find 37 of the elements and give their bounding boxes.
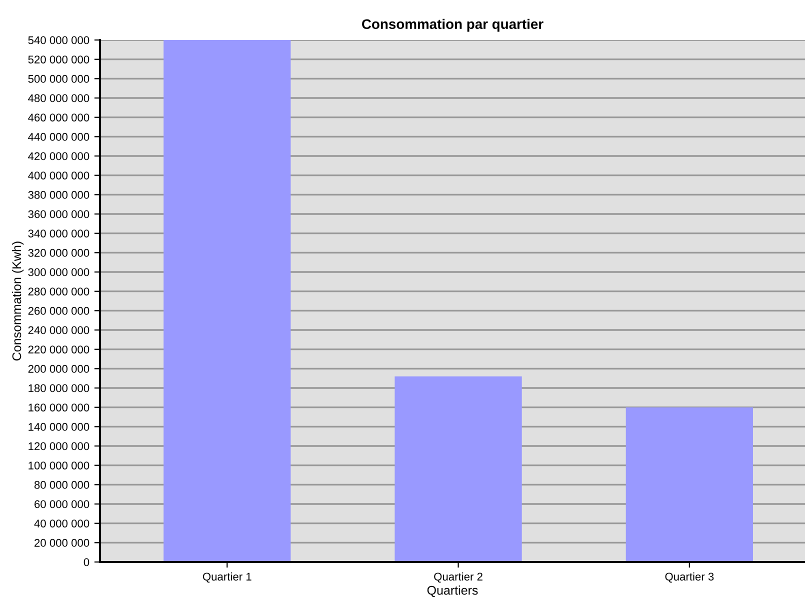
y-tick-label: 60 000 000 <box>34 500 90 508</box>
y-tick-label: 20 000 000 <box>34 538 90 547</box>
chart-title: Consommation par quartier <box>362 18 544 32</box>
bar <box>164 40 291 562</box>
y-tick-label: 480 000 000 <box>28 94 90 102</box>
bar <box>394 376 522 562</box>
y-tick-label: 380 000 000 <box>28 190 90 199</box>
y-tick-label: 120 000 000 <box>28 442 90 450</box>
y-tick-label: 240 000 000 <box>28 326 90 334</box>
y-tick-label: 140 000 000 <box>28 422 90 431</box>
y-tick-label: 100 000 000 <box>28 462 90 470</box>
y-tick-label: 360 000 000 <box>28 210 90 218</box>
bar <box>626 407 753 562</box>
y-tick-label: 320 000 000 <box>28 248 90 257</box>
y-tick-label: 420 000 000 <box>28 152 90 160</box>
y-tick-label: 440 000 000 <box>28 132 90 141</box>
y-tick-label: 260 000 000 <box>28 306 90 315</box>
y-tick-label: 400 000 000 <box>28 172 90 180</box>
y-tick-label: 200 000 000 <box>28 364 90 373</box>
y-tick-label: 40 000 000 <box>34 520 90 528</box>
y-tick-label: 220 000 000 <box>28 346 90 354</box>
x-tick-label: Quartier 3 <box>665 572 714 583</box>
y-axis-title: Consommation (Kwh) <box>12 242 24 360</box>
x-tick-label: Quartier 1 <box>202 572 252 583</box>
y-tick-label: 280 000 000 <box>28 288 90 296</box>
x-axis-title: Quartiers <box>427 586 478 597</box>
x-tick-label: Quartier 2 <box>434 572 482 583</box>
y-tick-label: 520 000 000 <box>28 56 90 64</box>
y-tick-label: 80 000 000 <box>34 480 90 489</box>
y-tick-label: 0 <box>84 558 90 566</box>
y-tick-label: 460 000 000 <box>28 114 90 122</box>
y-tick-label: 160 000 000 <box>28 404 90 412</box>
y-tick-label: 300 000 000 <box>28 268 90 276</box>
y-tick-label: 540 000 000 <box>28 36 90 44</box>
y-tick-label: 180 000 000 <box>28 384 90 392</box>
y-tick-label: 340 000 000 <box>28 230 90 238</box>
y-tick-label: 500 000 000 <box>28 74 90 83</box>
